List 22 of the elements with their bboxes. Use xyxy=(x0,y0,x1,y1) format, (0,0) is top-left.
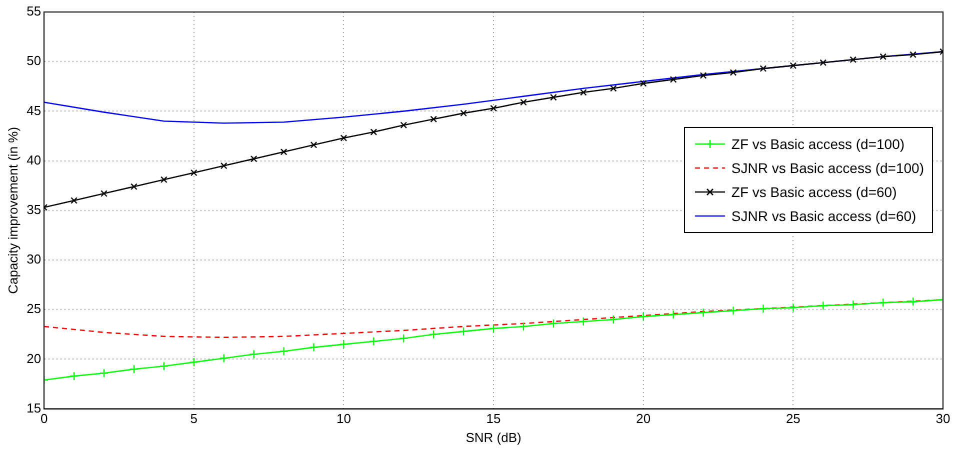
legend-label: SJNR vs Basic access (d=100) xyxy=(731,160,924,176)
legend-label: ZF vs Basic access (d=60) xyxy=(731,184,897,200)
x-tick-label: 5 xyxy=(190,411,198,426)
x-tick-label: 15 xyxy=(486,411,501,426)
x-tick-label: 25 xyxy=(786,411,800,426)
y-axis-title: Capacity improvement (in %) xyxy=(5,126,20,294)
legend-label: SJNR vs Basic access (d=60) xyxy=(731,208,916,224)
legend-label: ZF vs Basic access (d=100) xyxy=(731,136,905,152)
y-tick-label: 40 xyxy=(26,152,42,168)
y-tick-label: 30 xyxy=(26,252,42,267)
y-tick-label: 45 xyxy=(26,102,42,118)
y-tick-label: 20 xyxy=(26,350,42,366)
y-tick-label: 35 xyxy=(26,202,42,217)
x-tick-label: 0 xyxy=(40,411,48,426)
x-tick-label: 30 xyxy=(936,411,950,426)
x-tick-label: 20 xyxy=(636,411,651,426)
x-axis-title: SNR (dB) xyxy=(466,430,522,445)
y-tick-label: 15 xyxy=(26,400,42,416)
y-tick-label: 55 xyxy=(26,4,42,19)
x-tick-label: 10 xyxy=(336,411,351,426)
y-tick-label: 50 xyxy=(26,53,42,68)
y-tick-label: 25 xyxy=(26,301,42,316)
